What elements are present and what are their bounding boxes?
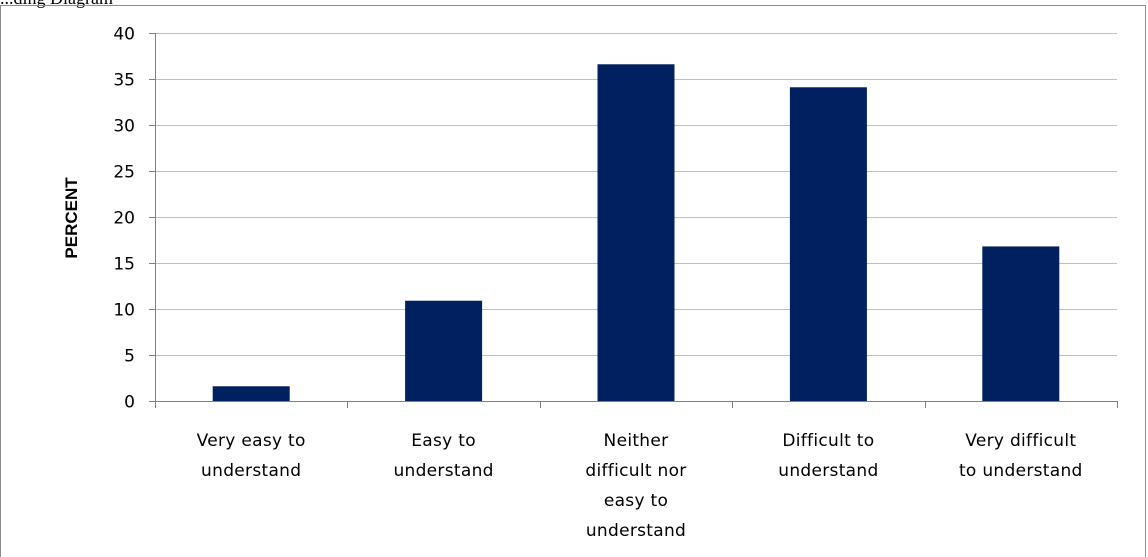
x-tick-label: difficult nor	[585, 461, 686, 481]
bar	[405, 300, 483, 401]
bar	[212, 386, 290, 401]
y-tick-label: 35	[113, 71, 135, 91]
x-tick-label: Neither	[604, 431, 669, 451]
bar	[982, 246, 1060, 401]
bars	[212, 64, 1060, 401]
x-tick-label: Very easy to	[197, 431, 306, 451]
y-axis-label: PERCENT	[62, 177, 81, 259]
x-tick-label: understand	[586, 521, 686, 541]
x-tick-label: understand	[778, 461, 878, 481]
y-tick-label: 25	[113, 163, 135, 183]
x-tick-label: Difficult to	[782, 431, 874, 451]
y-tick-label: 40	[113, 25, 135, 45]
chart-frame	[0, 5, 1146, 557]
y-tick-label: 15	[113, 255, 135, 275]
x-tick-label: understand	[393, 461, 493, 481]
x-tick-label: Easy to	[411, 431, 476, 451]
x-tick-label: to understand	[959, 461, 1083, 481]
y-tick-label: 5	[124, 347, 135, 367]
x-tick-label: understand	[201, 461, 301, 481]
y-tick-label: 10	[113, 301, 135, 321]
top-caption: ...ding Diagram	[0, 0, 400, 8]
axes	[149, 33, 1118, 408]
x-tick-label: easy to	[604, 491, 668, 511]
y-tick-label: 30	[113, 117, 135, 137]
bar	[789, 87, 867, 401]
y-tick-label: 20	[113, 209, 135, 229]
y-tick-label: 0	[124, 393, 135, 413]
bar	[597, 64, 675, 401]
gridlines	[155, 33, 1117, 356]
tick-labels: 0 5 10 15 20 25 30 35 40 Very easy to understand Ea…	[113, 25, 1082, 542]
x-tick-label: Very difficult	[965, 431, 1076, 451]
